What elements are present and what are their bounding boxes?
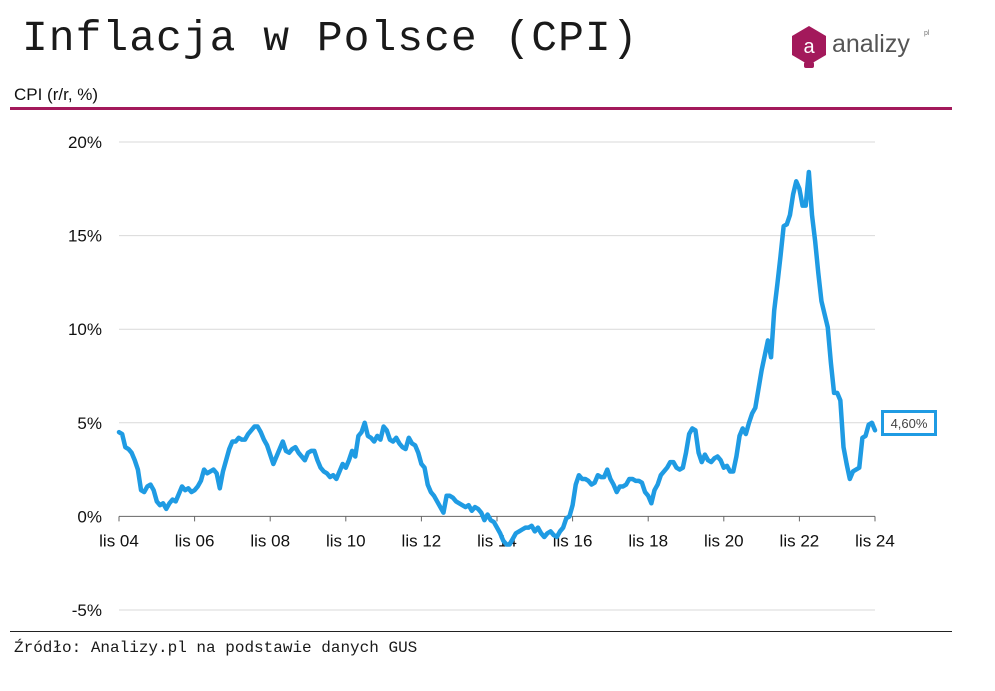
source-note: Źródło: Analizy.pl na podstawie danych G… [14, 639, 418, 657]
last-value-callout: 4,60% [881, 410, 937, 436]
x-tick-label: lis 18 [628, 531, 668, 550]
y-tick-label: 10% [68, 320, 102, 339]
x-tick-label: lis 12 [402, 531, 442, 550]
chart-title: Inflacja w Polsce (CPI) [22, 14, 639, 63]
logo-letter: a [803, 36, 815, 58]
x-tick-label: lis 06 [175, 531, 215, 550]
cpi-series-line [116, 169, 878, 547]
x-tick-label: lis 22 [780, 531, 820, 550]
analizy-logo[interactable]: a analizy pl [789, 24, 949, 70]
y-axis-unit-label: CPI (r/r, %) [14, 85, 99, 104]
y-axis-ticks: -5% 0% 5% 10% 15% 20% [68, 133, 102, 620]
y-tick-label: 5% [77, 414, 102, 433]
header-divider [10, 107, 952, 110]
logo-suffix: pl [924, 30, 930, 37]
x-tick-label: lis 24 [855, 531, 895, 550]
y-tick-label: -5% [72, 601, 102, 620]
x-tick-label: lis 20 [704, 531, 744, 550]
x-tick-label: lis 10 [326, 531, 366, 550]
x-tick-label: lis 08 [250, 531, 290, 550]
y-tick-label: 0% [77, 507, 102, 526]
y-tick-label: 15% [68, 227, 102, 246]
footer-divider [10, 631, 952, 632]
y-tick-label: 20% [68, 133, 102, 152]
logo-badge-icon: a [792, 26, 826, 68]
x-tick-label: lis 04 [99, 531, 139, 550]
gridlines [119, 141, 875, 611]
x-axis: lis 04 lis 06 lis 08 lis 10 lis 12 lis 14 lis … [99, 515, 895, 550]
logo-wordmark: analizy [832, 30, 910, 58]
x-tick-label: lis 16 [553, 531, 593, 550]
